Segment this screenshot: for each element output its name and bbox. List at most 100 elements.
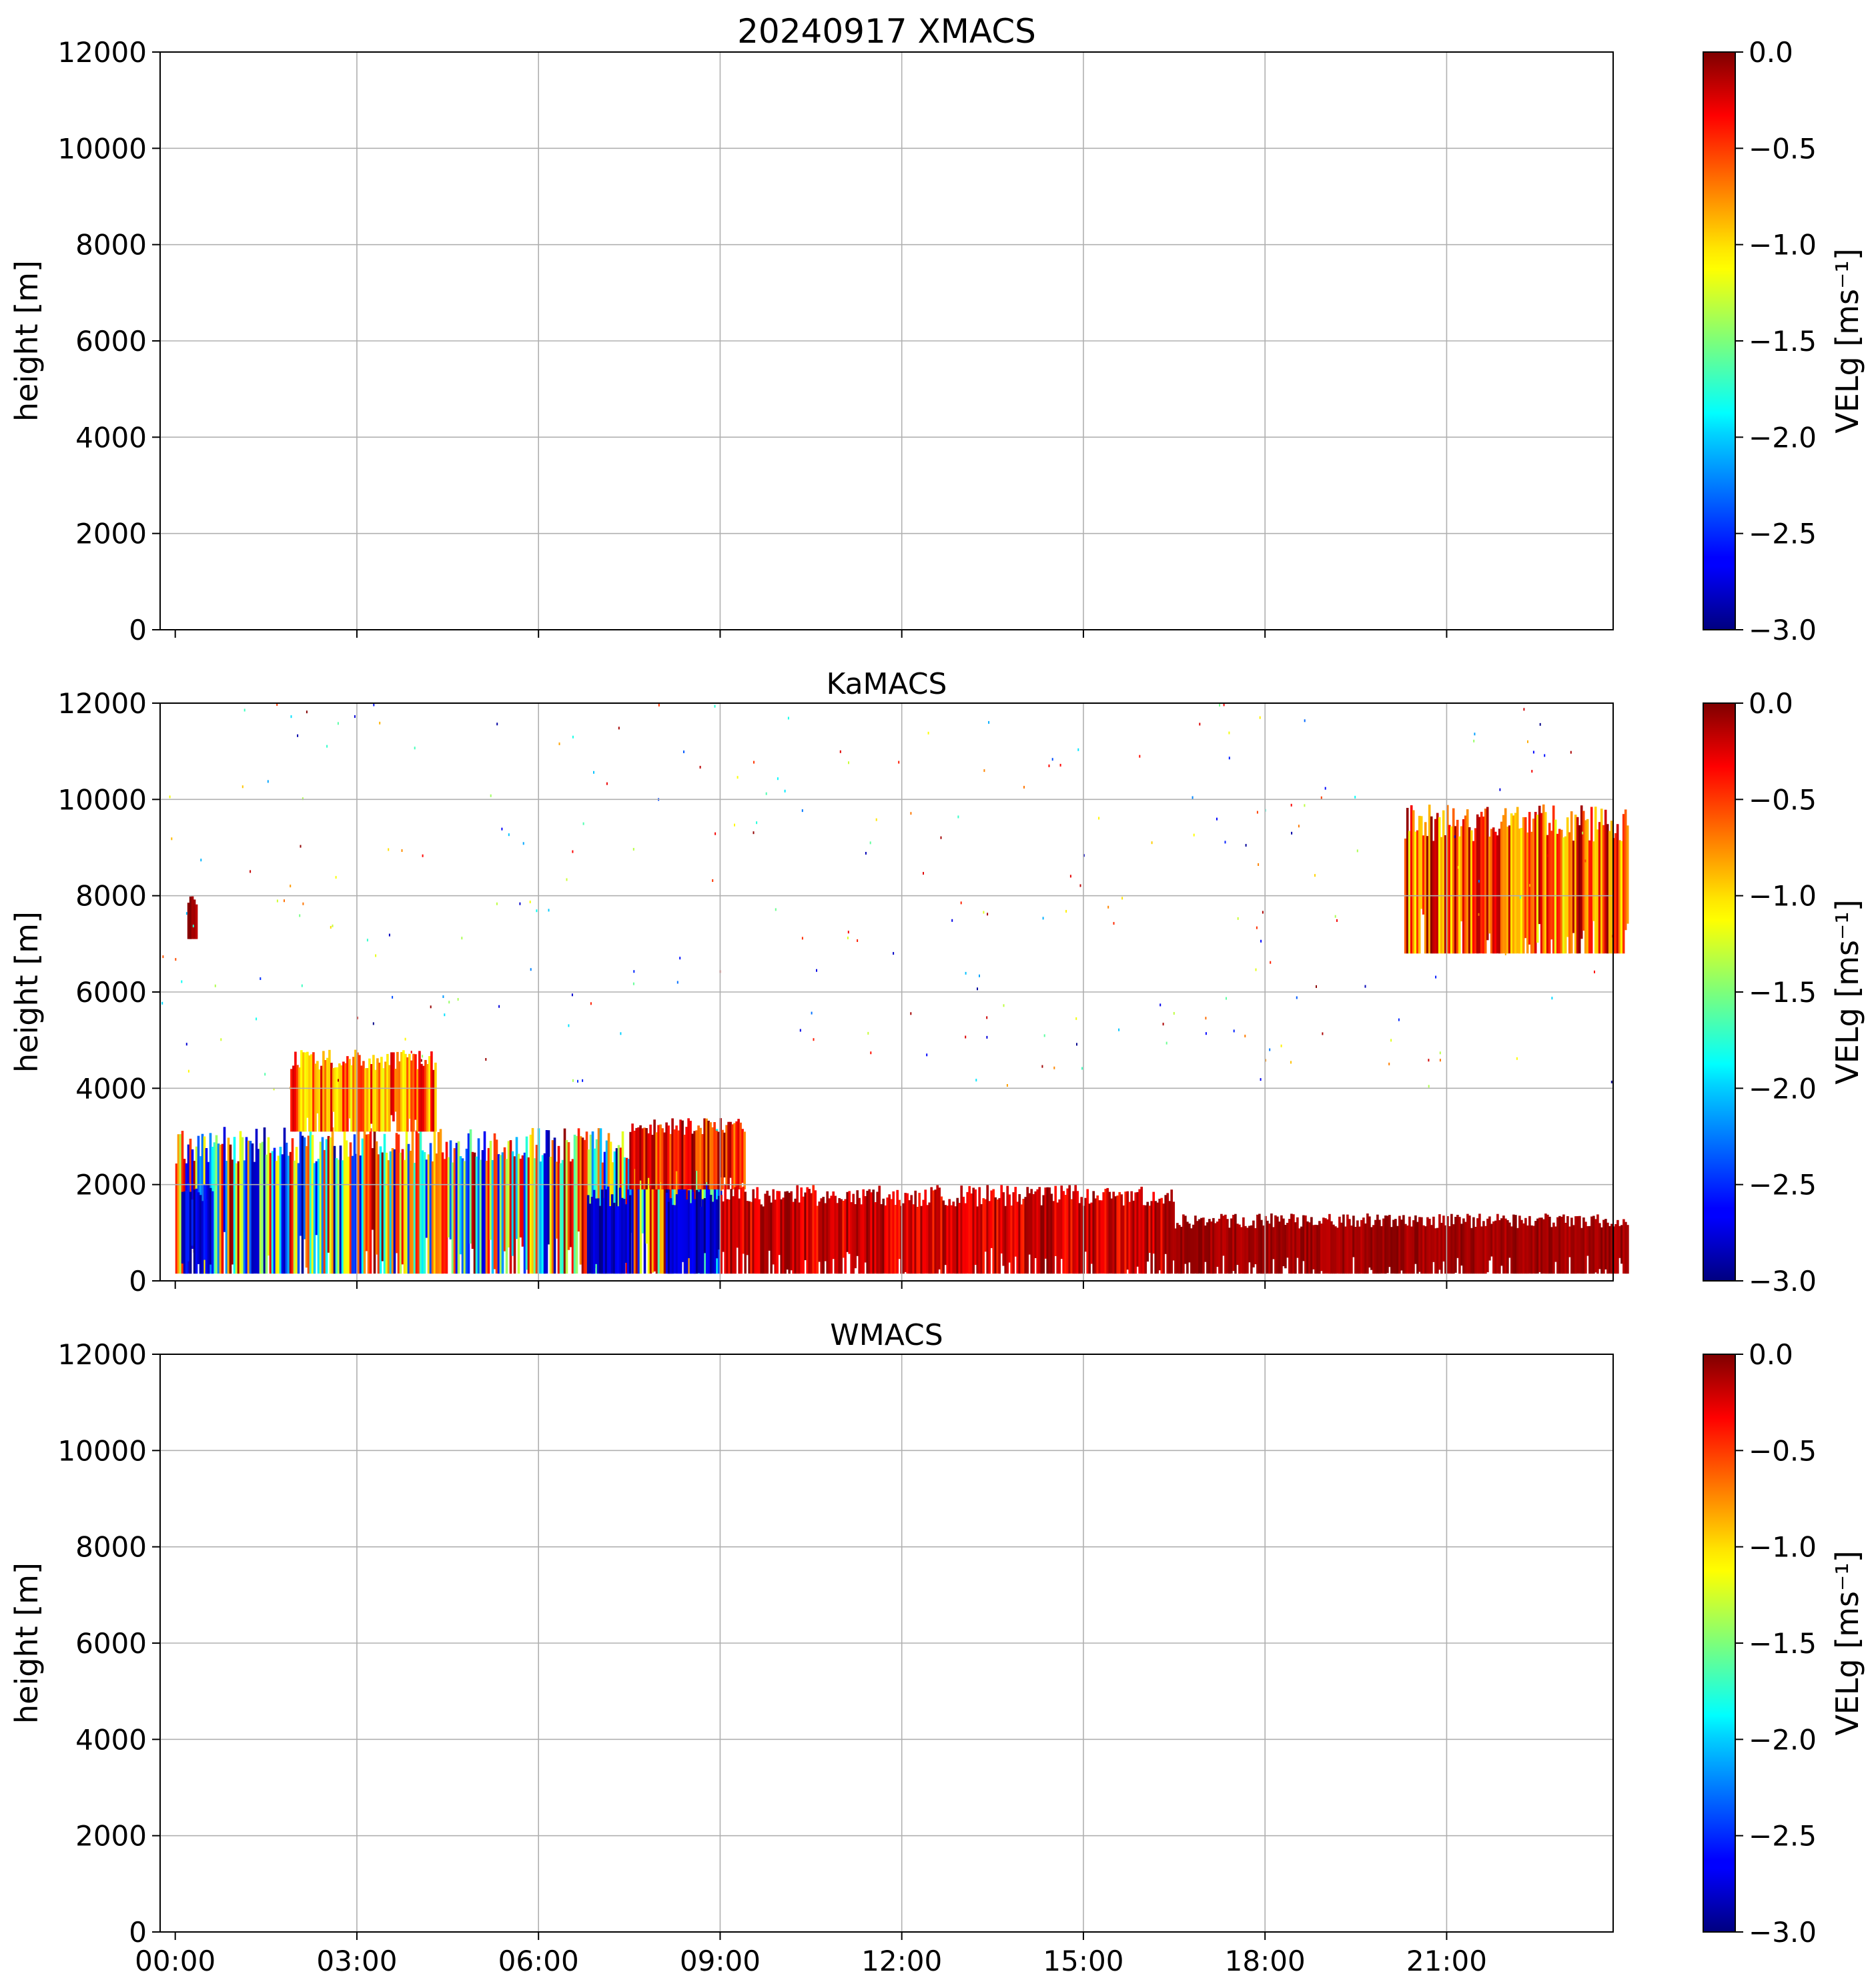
echo-column bbox=[1234, 1213, 1237, 1274]
echo-column bbox=[968, 1185, 971, 1274]
echo-column bbox=[1080, 1197, 1083, 1274]
echo-column bbox=[1104, 1189, 1107, 1274]
echo-column bbox=[736, 1186, 739, 1248]
echo-column bbox=[1442, 1215, 1445, 1262]
noise-speckle bbox=[1118, 1028, 1120, 1031]
noise-speckle bbox=[1478, 913, 1480, 916]
echo-column bbox=[766, 1190, 769, 1274]
echo-column bbox=[1434, 1228, 1437, 1274]
echo-column bbox=[796, 1185, 799, 1274]
echo-column bbox=[1150, 1201, 1153, 1274]
echo-column bbox=[599, 1128, 602, 1274]
echo-column bbox=[743, 1131, 746, 1189]
noise-speckle bbox=[1255, 968, 1257, 971]
colorbar: −3.0 −2.5 −2.0 −1.5 −1.0 −0.5 0.0 VELg [ms⁻¹] bbox=[1703, 687, 1865, 1298]
colorbar-tick-label: −1.5 bbox=[1749, 976, 1817, 1009]
noise-speckle bbox=[1003, 1004, 1005, 1007]
noise-speckle bbox=[430, 1005, 432, 1009]
x-tick-label: 06:00 bbox=[498, 1945, 579, 1977]
echo-column bbox=[1478, 817, 1481, 954]
echo-column bbox=[241, 1137, 244, 1274]
echo-column bbox=[1532, 1225, 1535, 1274]
echo-column bbox=[425, 1159, 428, 1238]
echo-column bbox=[838, 1198, 841, 1274]
echo-column bbox=[1510, 1226, 1513, 1274]
echo-column bbox=[1436, 1227, 1439, 1274]
noise-speckle bbox=[593, 771, 594, 774]
echo-column bbox=[948, 1199, 951, 1274]
noise-speckle bbox=[572, 850, 574, 853]
noise-speckle bbox=[658, 704, 660, 706]
echo-column bbox=[1542, 804, 1545, 954]
noise-speckle bbox=[977, 987, 978, 991]
echo-column bbox=[185, 1191, 188, 1274]
echo-column bbox=[671, 1205, 674, 1274]
echo-column bbox=[938, 1187, 941, 1270]
echo-column bbox=[1472, 1217, 1475, 1274]
echo-column bbox=[257, 1149, 260, 1274]
echo-column bbox=[385, 1152, 388, 1274]
echo-column bbox=[1608, 1225, 1611, 1274]
echo-column bbox=[598, 1205, 602, 1274]
echo-column bbox=[1084, 1197, 1087, 1252]
noise-speckle bbox=[276, 703, 278, 706]
echo-column bbox=[581, 1137, 584, 1274]
echo-column bbox=[596, 1198, 600, 1274]
noise-speckle bbox=[558, 742, 560, 745]
noise-speckle bbox=[1523, 708, 1525, 711]
echo-column bbox=[473, 1152, 476, 1274]
colorbar-tick-label: −2.0 bbox=[1749, 1072, 1817, 1105]
echo-column bbox=[1556, 1217, 1559, 1274]
noise-speckle bbox=[1192, 796, 1194, 799]
echo-column bbox=[195, 1188, 198, 1274]
echo-column bbox=[417, 1133, 420, 1274]
echo-column bbox=[1236, 1223, 1239, 1266]
echo-column bbox=[451, 1162, 454, 1274]
echo-column bbox=[233, 1137, 236, 1274]
echo-column bbox=[800, 1187, 803, 1274]
echo-column bbox=[653, 1119, 656, 1189]
echo-column bbox=[1220, 1213, 1223, 1274]
echo-column bbox=[543, 1153, 546, 1274]
echo-column bbox=[1418, 815, 1421, 954]
noise-speckle bbox=[185, 912, 187, 915]
noise-speckle bbox=[1205, 1032, 1207, 1035]
echo-column bbox=[663, 1132, 666, 1189]
echo-column bbox=[388, 1065, 391, 1132]
y-tick-label: 4000 bbox=[75, 1723, 147, 1756]
echo-column bbox=[1458, 1217, 1461, 1274]
echo-column bbox=[311, 1135, 314, 1274]
x-tick-label: 12:00 bbox=[861, 1945, 942, 1977]
noise-speckle bbox=[175, 958, 177, 961]
echo-column bbox=[405, 1129, 408, 1274]
echo-column bbox=[1604, 809, 1607, 954]
echo-column bbox=[181, 1191, 184, 1264]
noise-speckle bbox=[1228, 731, 1230, 734]
noise-speckle bbox=[420, 1059, 422, 1062]
echo-column bbox=[699, 1127, 702, 1189]
echo-column bbox=[415, 1130, 418, 1274]
echo-column bbox=[390, 1052, 393, 1115]
echo-column bbox=[602, 1197, 606, 1274]
echo-column bbox=[366, 1068, 369, 1132]
echo-column bbox=[1546, 835, 1549, 954]
echo-column bbox=[293, 1160, 296, 1274]
echo-column bbox=[1588, 840, 1591, 954]
echo-column bbox=[633, 1137, 636, 1274]
noise-speckle bbox=[568, 1024, 570, 1027]
echo-column bbox=[370, 1064, 373, 1124]
echo-column bbox=[1594, 1219, 1597, 1273]
noise-speckle bbox=[875, 818, 877, 821]
echo-column bbox=[860, 1204, 863, 1274]
echo-column bbox=[1462, 1218, 1465, 1274]
echo-column bbox=[1172, 1201, 1175, 1261]
noise-speckle bbox=[1478, 880, 1480, 883]
echo-column bbox=[641, 1128, 644, 1189]
y-tick-label: 0 bbox=[129, 1916, 147, 1949]
echo-column bbox=[1584, 1221, 1587, 1274]
echo-column bbox=[1340, 1222, 1343, 1274]
echo-column bbox=[729, 1121, 732, 1178]
noise-speckle bbox=[1075, 1017, 1077, 1020]
echo-column bbox=[1550, 1227, 1553, 1274]
